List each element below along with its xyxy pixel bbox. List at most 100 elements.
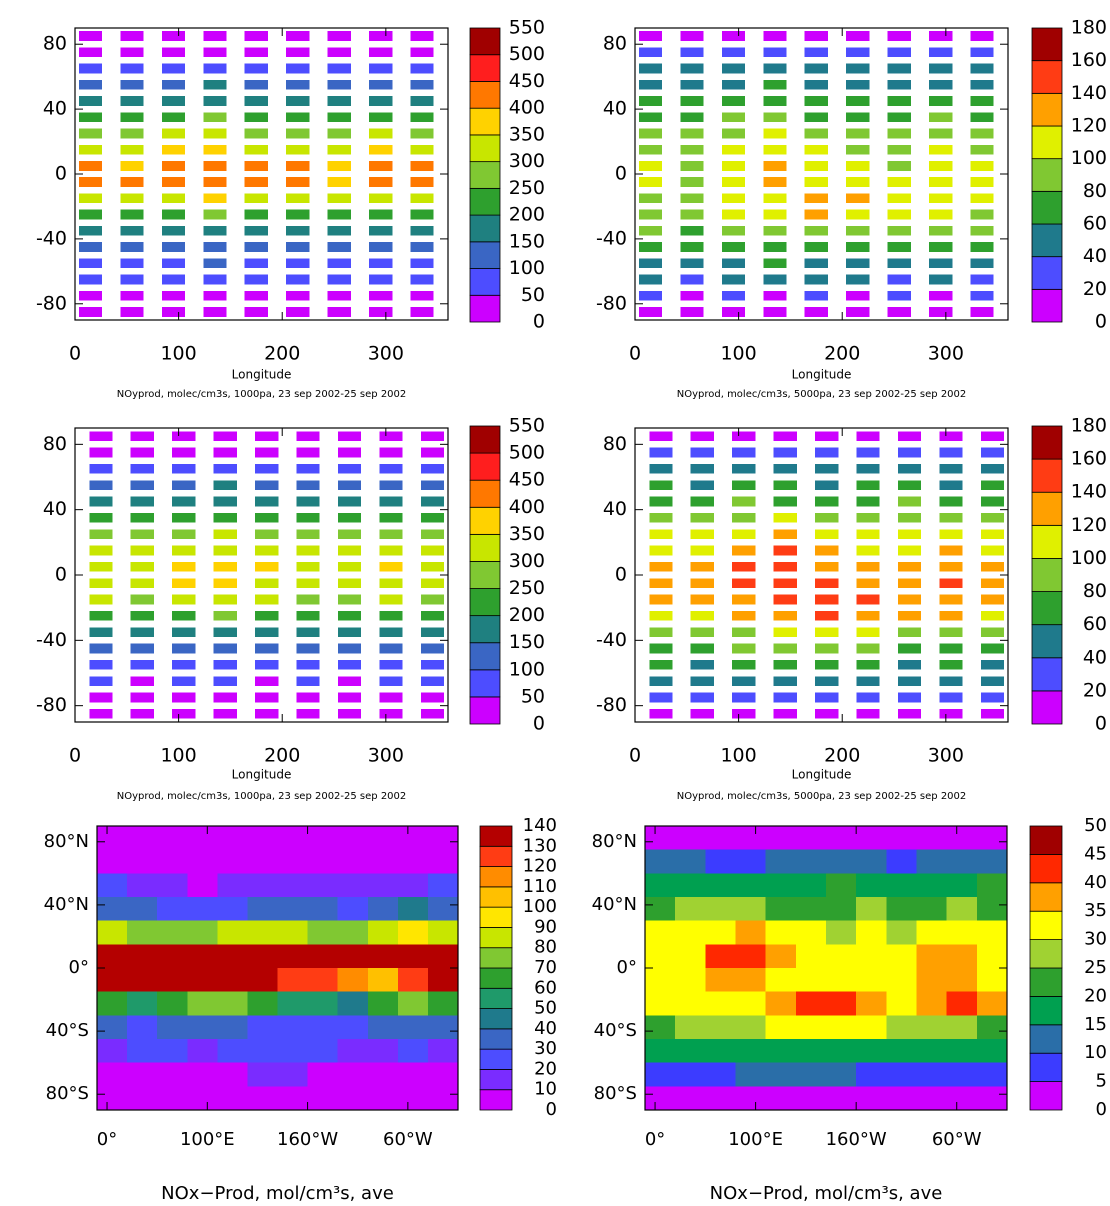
cell	[127, 991, 158, 1016]
cell	[649, 692, 673, 703]
cell	[97, 1062, 128, 1087]
cell	[369, 96, 393, 106]
cell	[735, 1039, 766, 1063]
cell	[826, 991, 857, 1016]
cell	[856, 708, 880, 719]
cell	[337, 1062, 368, 1087]
cell	[172, 480, 196, 491]
cell	[976, 968, 1007, 992]
x-tick-label: 0	[69, 343, 81, 365]
cell	[897, 512, 922, 523]
cell	[929, 225, 953, 236]
cell	[379, 561, 403, 572]
cell	[161, 79, 186, 90]
colorbar-segment	[479, 866, 513, 888]
cell	[369, 112, 393, 123]
cell	[897, 447, 922, 458]
cell	[327, 290, 351, 301]
cell	[130, 447, 154, 458]
colorbar-segment	[1031, 158, 1063, 192]
cell	[367, 991, 398, 1016]
cell	[337, 1086, 368, 1110]
cell	[367, 968, 398, 992]
cell	[161, 161, 186, 171]
cell	[804, 209, 828, 220]
cell	[244, 47, 268, 58]
cell	[649, 578, 673, 589]
cell	[172, 708, 196, 719]
cell	[420, 627, 445, 638]
cell	[97, 1086, 128, 1110]
cell	[649, 708, 673, 719]
x-tick-label: 100°E	[728, 1129, 783, 1150]
cell	[970, 47, 994, 58]
colorbar-segment	[479, 1069, 513, 1091]
cell	[327, 96, 351, 106]
cell	[815, 643, 839, 654]
cell	[649, 529, 673, 540]
cell	[255, 496, 279, 507]
cell	[379, 496, 403, 507]
cell	[649, 594, 673, 605]
cell	[675, 944, 706, 968]
cell	[939, 545, 963, 556]
cell	[846, 128, 870, 139]
panel: 0 100 200 300 -80 -40 0 40 80 0 50 100 150 200 250 300 3…	[36, 415, 545, 803]
colorbar-label: 80	[534, 937, 557, 958]
cell	[887, 209, 911, 220]
cell	[638, 144, 663, 155]
cell	[946, 968, 977, 992]
cell	[649, 512, 673, 523]
cell	[213, 692, 237, 703]
x-tick-label: 0	[629, 343, 641, 365]
cell	[887, 79, 911, 90]
cell	[172, 463, 196, 474]
cell	[970, 274, 994, 285]
cell	[213, 480, 237, 491]
cell	[649, 659, 673, 670]
cell	[161, 274, 186, 285]
cell	[690, 578, 714, 589]
cell	[645, 968, 676, 992]
cell	[804, 96, 828, 106]
cell	[946, 991, 977, 1016]
cell	[721, 96, 746, 106]
colorbar-segment	[1031, 491, 1063, 526]
cell	[980, 643, 1005, 654]
cell	[97, 873, 128, 897]
cell	[815, 610, 839, 621]
cell	[397, 826, 428, 850]
colorbar-segment	[469, 214, 501, 243]
cell	[897, 627, 922, 638]
cell	[946, 849, 977, 874]
y-tick-label: 0	[615, 163, 627, 185]
cell	[420, 431, 445, 442]
cell	[815, 447, 839, 458]
cell	[795, 826, 826, 850]
y-tick-label: 40	[43, 98, 67, 120]
cell	[427, 968, 458, 992]
cell	[244, 290, 268, 301]
cell	[127, 826, 158, 850]
cell	[286, 96, 310, 106]
cell	[157, 1039, 188, 1063]
cell	[379, 545, 403, 556]
cell	[161, 47, 186, 58]
cell	[203, 79, 227, 90]
cell	[172, 545, 196, 556]
cell	[277, 920, 308, 945]
colorbar-segment	[1031, 60, 1063, 94]
cell	[337, 897, 368, 921]
cell	[763, 209, 787, 220]
cell	[296, 512, 320, 523]
cell	[120, 274, 144, 285]
cell	[773, 545, 797, 556]
cell	[980, 496, 1005, 507]
cell	[721, 290, 746, 301]
cell	[130, 480, 154, 491]
cell	[765, 1062, 796, 1087]
colorbar-segment	[1031, 288, 1063, 323]
cell	[397, 1086, 428, 1110]
x-tick-label: 300	[928, 343, 964, 365]
cell	[939, 708, 963, 719]
